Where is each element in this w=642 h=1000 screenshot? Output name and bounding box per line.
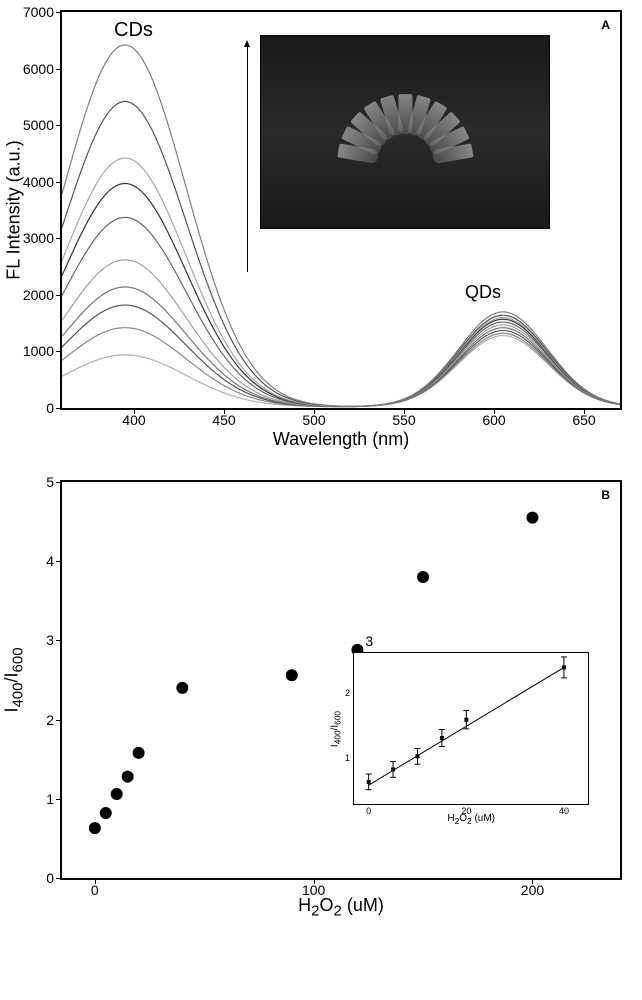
panel-b-ylabel: I400/I600: [2, 647, 27, 712]
inset-ylabel: I400/I600: [330, 710, 343, 746]
panel-a-xlabel: Wavelength (nm): [273, 429, 409, 450]
inset-photo: [260, 35, 550, 229]
qds-annotation: QDs: [465, 282, 501, 303]
svg-text:3: 3: [365, 633, 373, 649]
panel-b-xlabel: H2O2 (uM): [298, 895, 384, 920]
increase-arrow-icon: [247, 46, 248, 272]
sample-tubes: [275, 55, 534, 209]
inset-plot: I400/I600 H2O2 (uM) 0204012: [353, 652, 589, 804]
inset-plot-svg: [354, 653, 588, 803]
panel-a-ylabel: FL Intensity (a.u.): [4, 140, 25, 279]
panel-a: A FL Intensity (a.u.) Wavelength (nm) 40…: [60, 10, 622, 410]
cds-annotation: CDs: [114, 19, 153, 42]
panel-b: B I400/I600 H2O2 (uM) 3 0100200012345 I4…: [60, 480, 622, 880]
